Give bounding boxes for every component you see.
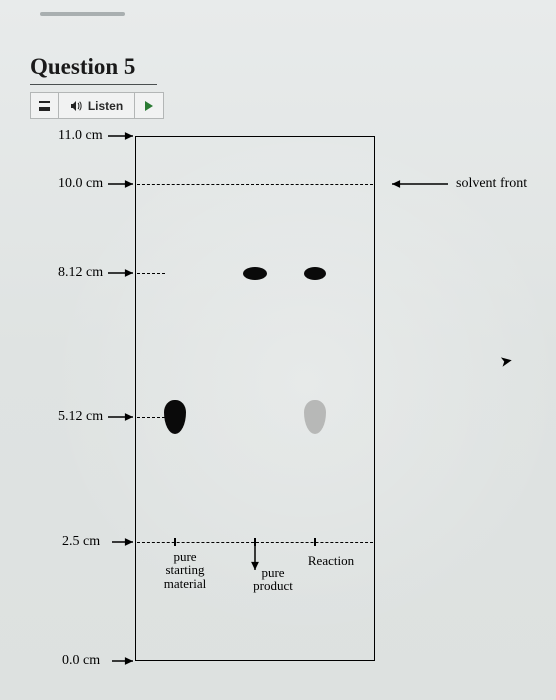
solvent-front-label: solvent front <box>456 176 527 192</box>
tlc-spot <box>304 267 326 280</box>
menu-button[interactable] <box>31 93 59 118</box>
dashed-line-short <box>137 417 165 418</box>
dashed-line-short <box>137 273 165 274</box>
tick-arrow <box>100 265 141 281</box>
play-icon <box>145 101 153 111</box>
tlc-diagram: 11.0 cm 10.0 cm 8.12 cm 5.12 cm 2.5 cm 0.0 cm… <box>0 130 556 690</box>
pure-product-down-arrow <box>247 536 263 578</box>
tick-label: 2.5 cm <box>62 534 100 550</box>
menu-icon <box>39 101 50 111</box>
tick-label: 10.0 cm <box>58 176 103 192</box>
tick-label: 11.0 cm <box>58 128 103 144</box>
label-pure-starting-material: purestartingmaterial <box>150 550 220 591</box>
tlc-spot <box>243 267 267 280</box>
page-title: Question 5 <box>30 54 135 80</box>
solvent-front-arrow <box>384 176 456 192</box>
tick-label: 5.12 cm <box>58 409 103 425</box>
tick-arrow <box>104 653 141 669</box>
tick-arrow <box>100 176 141 192</box>
dashed-line <box>137 184 373 185</box>
baseline-lane-mark <box>314 538 316 546</box>
tick-label: 8.12 cm <box>58 265 103 281</box>
sound-icon <box>70 100 82 112</box>
listen-button[interactable]: Listen <box>59 93 135 118</box>
tick-label: 0.0 cm <box>62 653 100 669</box>
divider <box>40 12 125 16</box>
title-underline <box>30 84 157 85</box>
play-button[interactable] <box>135 93 163 118</box>
baseline-lane-mark <box>174 538 176 546</box>
tick-arrow <box>100 409 141 425</box>
question-toolbar: Listen <box>30 92 164 119</box>
listen-label: Listen <box>88 99 123 113</box>
label-reaction: Reaction <box>296 554 366 568</box>
tick-arrow <box>104 534 141 550</box>
tick-arrow <box>100 128 141 144</box>
